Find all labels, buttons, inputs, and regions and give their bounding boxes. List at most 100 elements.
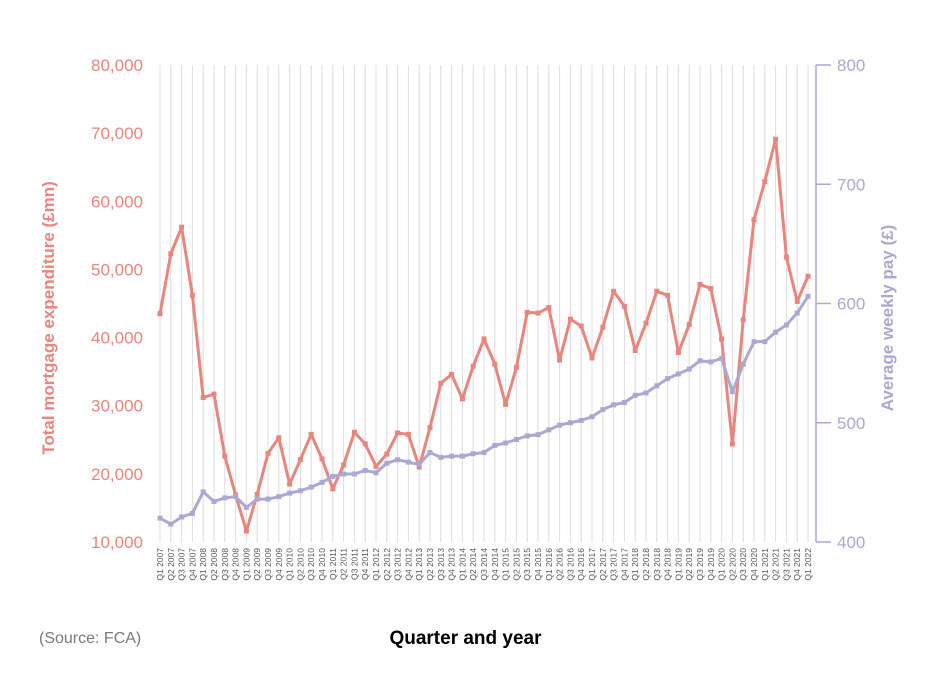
left-series-point xyxy=(416,464,422,470)
left-series-point xyxy=(200,395,206,401)
left-series-point xyxy=(729,441,735,447)
x-tick-label: Q2 2007 xyxy=(166,548,176,581)
x-tick-label: Q1 2017 xyxy=(587,548,597,581)
left-series-point xyxy=(740,317,746,323)
x-tick-label: Q1 2015 xyxy=(501,548,511,581)
left-series-point xyxy=(632,348,638,354)
x-tick-label: Q4 2011 xyxy=(360,548,370,580)
right-series-point xyxy=(459,453,465,459)
x-tick-label: Q1 2021 xyxy=(760,548,770,581)
right-series-point xyxy=(632,392,638,398)
right-tick-label: 800 xyxy=(837,56,865,75)
x-tick-label: Q3 2017 xyxy=(609,548,619,581)
left-series-point xyxy=(567,316,573,322)
x-tick-label: Q1 2010 xyxy=(285,548,295,581)
left-tick-label: 40,000 xyxy=(91,329,143,348)
x-tick-label: Q3 2018 xyxy=(652,548,662,581)
right-series-point xyxy=(611,402,617,408)
x-tick-label: Q4 2007 xyxy=(187,548,197,581)
x-tick-label: Q2 2018 xyxy=(641,548,651,581)
x-tick-label: Q4 2009 xyxy=(274,548,284,581)
x-tick-label: Q2 2017 xyxy=(598,548,608,581)
x-tick-label: Q1 2009 xyxy=(241,548,251,581)
right-series-point xyxy=(243,504,249,510)
x-tick-label: Q1 2008 xyxy=(198,548,208,581)
right-series-point xyxy=(805,293,811,299)
left-series-point xyxy=(287,481,293,487)
left-series-point xyxy=(470,363,476,369)
right-series-point xyxy=(362,467,368,473)
right-tick-label: 500 xyxy=(837,414,865,433)
right-series-point xyxy=(665,376,671,382)
left-series-point xyxy=(395,430,401,436)
left-axis-label: Total mortgage expenditure (£mn) xyxy=(39,181,58,455)
right-series-point xyxy=(535,432,541,438)
left-tick-label: 10,000 xyxy=(91,533,143,552)
x-tick-label: Q1 2022 xyxy=(803,548,813,581)
left-series-point xyxy=(492,361,498,367)
x-tick-label: Q1 2016 xyxy=(544,548,554,581)
left-series-point xyxy=(643,320,649,326)
x-tick-label: Q3 2011 xyxy=(349,548,359,580)
x-tick-label: Q1 2011 xyxy=(328,548,338,580)
left-series-point xyxy=(708,286,714,292)
left-series-point xyxy=(611,288,617,294)
right-series-point xyxy=(438,454,444,460)
right-series-point xyxy=(179,514,185,520)
x-tick-label: Q2 2011 xyxy=(339,548,349,580)
right-axis: 400 500 600 700 800 xyxy=(815,56,865,552)
right-series-point xyxy=(697,358,703,364)
x-tick-label: Q1 2019 xyxy=(673,548,683,581)
left-series-point xyxy=(373,463,379,469)
left-tick-label: 60,000 xyxy=(91,192,143,211)
x-tick-label: Q4 2017 xyxy=(619,548,629,581)
left-series-point xyxy=(719,336,725,342)
right-series-point xyxy=(686,366,692,372)
right-series-point xyxy=(254,496,260,502)
x-tick-label: Q1 2013 xyxy=(414,548,424,581)
x-tick-label: Q2 2020 xyxy=(727,548,737,581)
left-series-point xyxy=(211,391,217,397)
right-series-point xyxy=(729,389,735,395)
right-series-point xyxy=(600,407,606,413)
left-series-point xyxy=(762,179,768,185)
left-series-point xyxy=(362,441,368,447)
left-series-point xyxy=(427,425,433,431)
right-series-point xyxy=(157,515,163,521)
right-series-point xyxy=(341,471,347,477)
series xyxy=(157,136,811,534)
x-tick-label: Q4 2010 xyxy=(317,548,327,581)
x-tick-label: Q2 2015 xyxy=(511,548,521,581)
left-series-point xyxy=(535,310,541,316)
left-series-point xyxy=(297,457,303,463)
right-series-point xyxy=(492,442,498,448)
left-series-point xyxy=(578,323,584,329)
right-series-point xyxy=(794,310,800,316)
x-tick-label: Q4 2013 xyxy=(447,548,457,581)
x-tick-label: Q1 2012 xyxy=(371,548,381,581)
right-series-point xyxy=(567,420,573,426)
x-tick-label: Q3 2015 xyxy=(522,548,532,581)
left-series-point xyxy=(405,431,411,437)
right-series-point xyxy=(503,440,509,446)
x-tick-label: Q2 2012 xyxy=(382,548,392,581)
left-series-point xyxy=(189,292,195,298)
right-series-point xyxy=(783,322,789,328)
right-series-point xyxy=(621,399,627,405)
x-tick-label: Q1 2014 xyxy=(457,548,467,581)
x-tick-label: Q1 2018 xyxy=(630,548,640,581)
left-tick-label: 50,000 xyxy=(91,260,143,279)
left-series-point xyxy=(254,491,260,497)
left-series-point xyxy=(675,350,681,356)
right-series-point xyxy=(319,479,325,485)
left-series-point xyxy=(481,336,487,342)
right-series-point xyxy=(265,496,271,502)
left-series-point xyxy=(773,136,779,142)
left-series-point xyxy=(222,453,228,459)
right-series-point xyxy=(168,521,174,527)
x-tick-label: Q2 2021 xyxy=(771,548,781,581)
right-series-point xyxy=(719,355,725,361)
left-series-point xyxy=(265,450,271,456)
left-series-point xyxy=(276,435,282,441)
